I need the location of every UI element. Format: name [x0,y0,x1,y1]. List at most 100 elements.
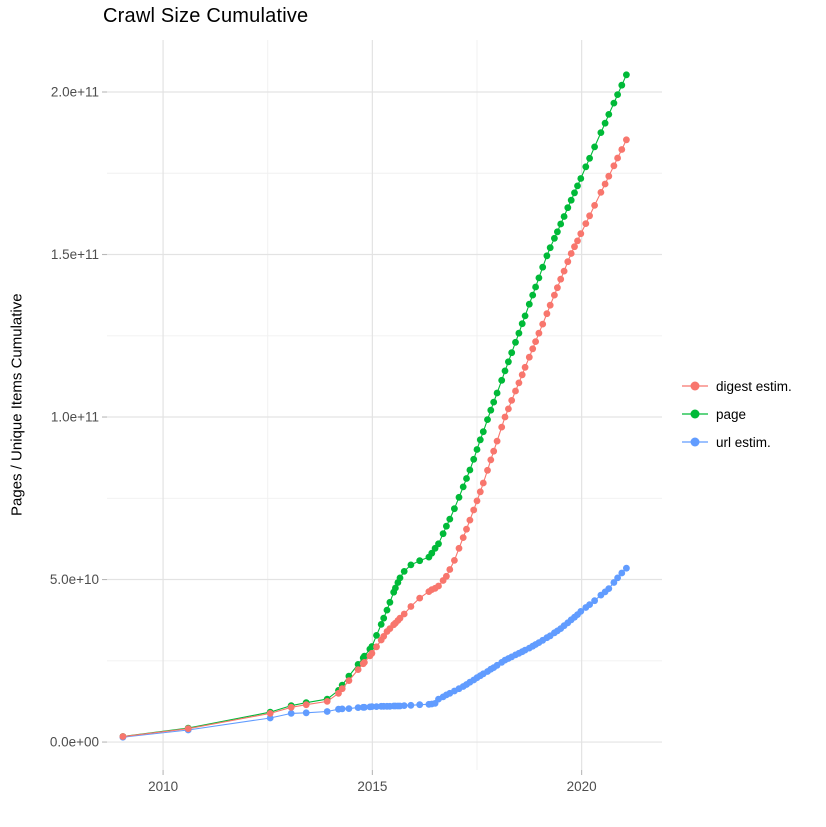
data-point [564,204,572,212]
data-point [361,703,368,711]
data-point [400,568,408,575]
data-point [505,405,512,413]
data-point [345,705,353,712]
data-point [487,406,495,414]
data-point [560,213,568,220]
data-point [591,597,598,605]
data-point [476,436,484,444]
data-point [443,572,450,580]
data-point [557,220,565,228]
data-point [345,677,353,684]
data-point [368,649,376,657]
data-point [508,349,516,357]
data-point [582,163,590,171]
data-point [521,312,529,320]
data-point [605,172,613,180]
data-point [459,483,467,491]
data-point [455,544,463,552]
data-point [605,585,613,592]
legend-label: page [716,406,747,422]
data-point [529,345,537,353]
data-point [564,258,572,266]
data-point [407,603,415,610]
data-point [515,379,523,387]
data-point [463,525,470,533]
data-point [287,710,295,717]
data-point [473,497,481,505]
data-point [597,189,605,196]
data-point [361,652,368,660]
data-point [361,659,368,666]
data-point [623,564,630,572]
data-point [582,220,590,228]
legend-item-page: page [681,406,792,422]
data-point [591,202,598,209]
data-point [463,475,470,482]
data-point [338,685,346,693]
x-tick-label: 2020 [567,779,597,794]
y-tick-label: 1.5e+11 [51,247,99,262]
data-point [451,557,458,564]
data-point [529,291,537,299]
data-point [354,666,362,673]
data-point [373,632,380,639]
data-point [396,614,404,622]
data-point [623,71,630,79]
data-point [577,175,585,182]
data-point [543,252,551,260]
data-point [554,284,561,292]
data-point [323,698,331,705]
data-point [373,643,380,651]
data-point [487,456,495,464]
data-point [338,705,346,713]
legend-label: digest estim. [716,378,792,394]
data-point [446,566,454,573]
data-point [490,447,498,455]
series-url-estim- [119,564,630,741]
data-point [597,129,605,137]
data-point [287,703,295,711]
data-point [518,320,526,328]
legend-key-icon [682,437,708,447]
legend-label: url estim. [716,434,771,450]
data-point [446,515,454,523]
legend-key-icon [682,381,708,391]
data-point [407,701,415,709]
data-point [380,614,388,622]
data-point [439,530,447,538]
data-point [512,338,519,346]
y-tick-label: 2.0e+11 [51,85,99,100]
data-point [571,189,578,197]
data-point [586,601,593,608]
data-point [490,398,498,406]
data-point [614,574,621,582]
data-point [302,709,310,717]
data-point [386,598,394,606]
minor-gridlines [107,40,662,770]
data-point [586,154,593,162]
data-point [618,146,626,153]
data-point [473,446,481,453]
data-point [512,387,519,395]
data-point [505,358,512,366]
data-point [383,606,391,614]
data-point [435,582,442,590]
data-point [554,228,561,236]
data-point [614,154,621,162]
data-point [443,522,450,530]
data-point [586,212,593,220]
data-point [532,338,539,345]
data-point [521,363,529,371]
data-point [392,584,399,592]
data-point [551,291,558,299]
data-point [184,725,192,733]
data-point [484,416,491,423]
data-point [416,557,424,565]
data-point [574,182,581,190]
data-point [380,633,388,640]
data-point [532,283,539,291]
data-point [560,267,568,275]
data-point [543,310,551,318]
